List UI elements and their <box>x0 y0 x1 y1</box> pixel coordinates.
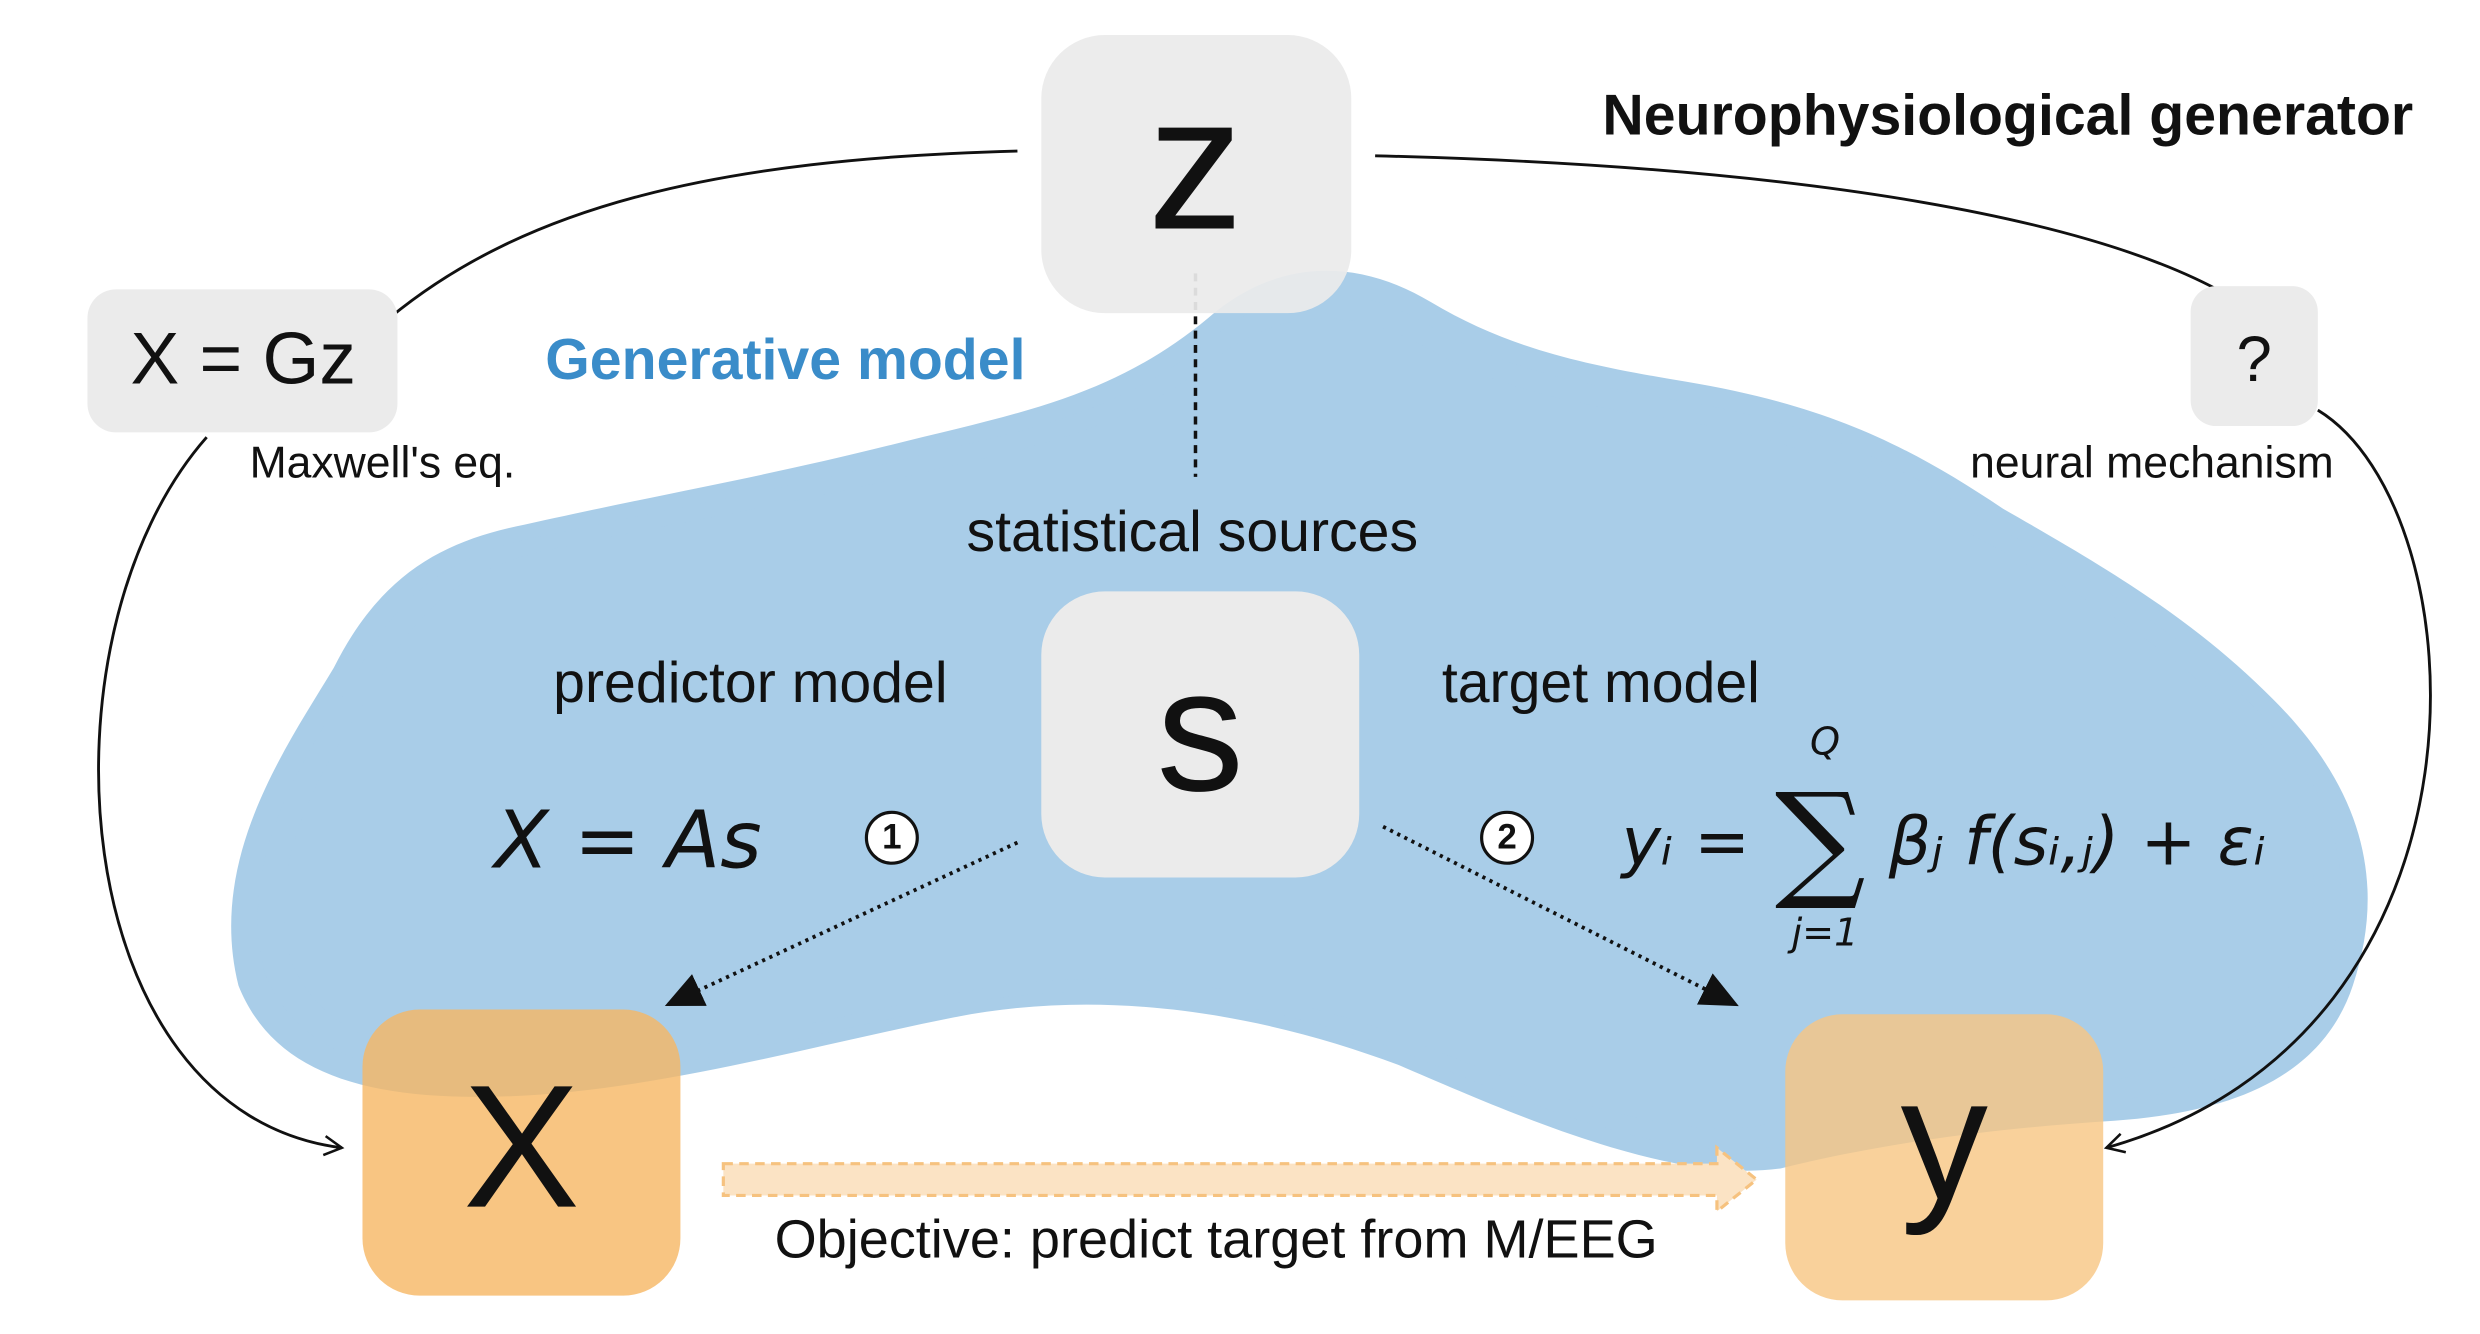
step-number: 2 <box>1497 818 1516 857</box>
equation: ∑ <box>1775 765 1866 913</box>
node-label: s <box>1157 633 1244 828</box>
annotation: statistical sources <box>967 500 1419 564</box>
node-label: z <box>1148 56 1243 269</box>
equation: βⱼ f(sᵢ,ⱼ) + εᵢ <box>1888 802 2266 880</box>
connectors <box>97 149 2432 1157</box>
annotation: target model <box>1442 651 1760 715</box>
title: Neurophysiological generator <box>1602 83 2413 147</box>
annotation: neural mechanism <box>1970 439 2334 488</box>
step-circle <box>1480 810 1535 865</box>
section-label: Generative model <box>545 328 1025 392</box>
y-box <box>1785 1014 2104 1301</box>
z-box <box>1041 34 1352 314</box>
unknown-box <box>2190 286 2318 427</box>
equation: yᵢ = <box>1620 802 1751 880</box>
step-number: 1 <box>882 818 901 857</box>
objective-arrow <box>721 1144 1760 1215</box>
annotation: predictor model <box>553 651 947 715</box>
equation: X = As <box>490 794 761 887</box>
equation: Q <box>1810 719 1840 763</box>
annotation: Maxwell's eq. <box>250 439 516 488</box>
node-label: X = Gz <box>130 318 356 399</box>
equation: j=1 <box>1787 910 1859 954</box>
node-label: y <box>1901 1042 1989 1237</box>
s-box <box>1041 591 1360 878</box>
step-circle <box>864 810 919 865</box>
annotation: Objective: predict target from M/EEG <box>775 1209 1658 1269</box>
x-box <box>362 1009 681 1296</box>
forward-box <box>87 289 398 433</box>
node-label: X <box>463 1050 580 1245</box>
node-label: ? <box>2237 324 2272 395</box>
